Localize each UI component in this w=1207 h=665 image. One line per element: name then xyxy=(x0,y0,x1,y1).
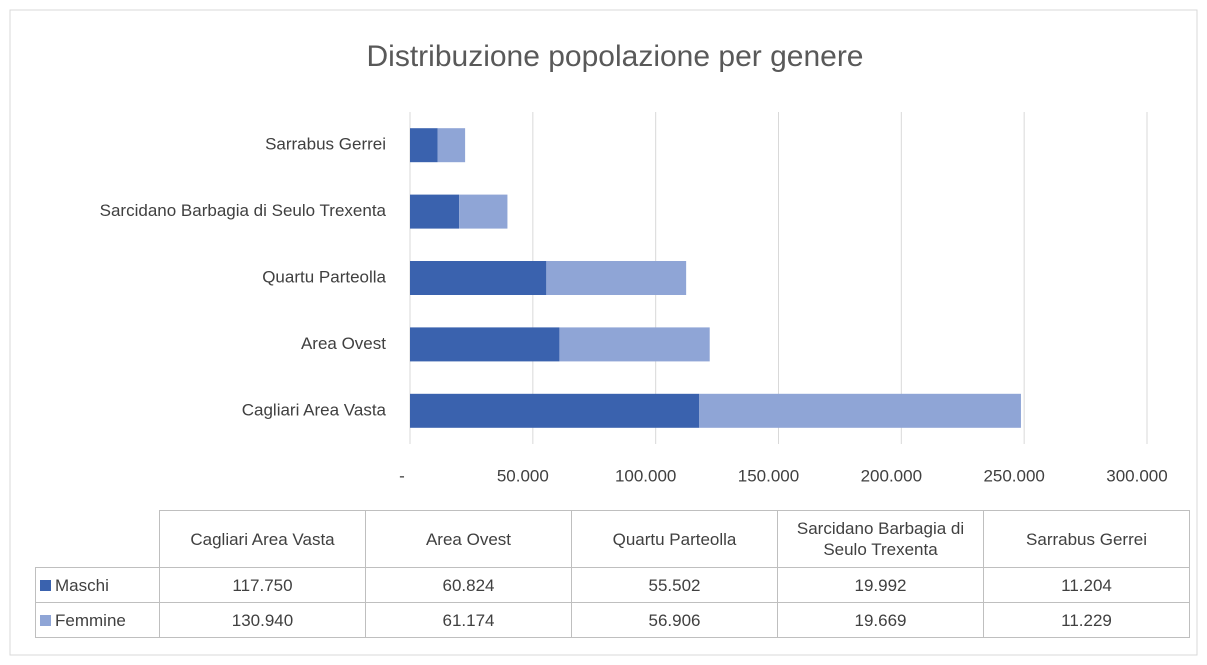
table-header: Quartu Parteolla xyxy=(571,510,778,568)
x-tick-label: 100.000 xyxy=(615,466,676,485)
y-tick-label: Area Ovest xyxy=(301,334,386,353)
bar-segment xyxy=(459,194,508,229)
table-header: Cagliari Area Vasta xyxy=(159,510,366,568)
table-header: Sarrabus Gerrei xyxy=(983,510,1190,568)
table-cell: 19.992 xyxy=(777,567,984,603)
y-tick-label: Sarcidano Barbagia di Seulo Trexenta xyxy=(100,201,387,220)
table-row-header: Femmine xyxy=(35,602,160,638)
bar-segment xyxy=(410,327,560,362)
bar-segment xyxy=(410,393,700,428)
table-cell: 55.502 xyxy=(571,567,778,603)
x-tick-label: - xyxy=(399,466,405,485)
bar-segment xyxy=(699,393,1021,428)
data-table: Cagliari Area Vasta Area Ovest Quartu Part… xyxy=(35,510,1190,638)
legend-swatch xyxy=(40,579,51,591)
x-tick-label: 250.000 xyxy=(983,466,1044,485)
y-tick-label: Sarrabus Gerrei xyxy=(265,135,386,154)
chart-title: Distribuzione popolazione per genere xyxy=(367,40,864,73)
table-row: Femmine 130.940 61.174 56.906 19.669 11.229 xyxy=(35,602,1190,638)
x-tick-label: 200.000 xyxy=(861,466,922,485)
legend-label: Maschi xyxy=(55,575,109,595)
x-tick-label: 50.000 xyxy=(497,466,549,485)
table-cell: 11.204 xyxy=(983,567,1190,603)
bar-segment xyxy=(437,128,466,163)
table-corner xyxy=(35,510,160,568)
table-header: Area Ovest xyxy=(365,510,572,568)
table-cell: 117.750 xyxy=(159,567,366,603)
table-row-header: Maschi xyxy=(35,567,160,603)
bar-segment xyxy=(546,261,687,295)
legend-swatch xyxy=(40,614,51,626)
table-header: Sarcidano Barbagia di Seulo Trexenta xyxy=(777,510,984,568)
bar-segment xyxy=(410,128,438,163)
y-tick-label: Cagliari Area Vasta xyxy=(242,400,387,419)
x-tick-label: 300.000 xyxy=(1106,466,1167,485)
bar-segment xyxy=(559,327,710,362)
table-header-row: Cagliari Area Vasta Area Ovest Quartu Part… xyxy=(35,510,1190,568)
table-cell: 56.906 xyxy=(571,602,778,638)
table-cell: 19.669 xyxy=(777,602,984,638)
table-cell: 60.824 xyxy=(365,567,572,603)
x-tick-label: 150.000 xyxy=(738,466,799,485)
table-row: Maschi 117.750 60.824 55.502 19.992 11.204 xyxy=(35,567,1190,603)
y-tick-label: Quartu Parteolla xyxy=(262,267,386,286)
legend-label: Femmine xyxy=(55,610,126,630)
bar-segment xyxy=(410,261,547,295)
bar-segment xyxy=(410,194,460,229)
table-cell: 61.174 xyxy=(365,602,572,638)
table-cell: 130.940 xyxy=(159,602,366,638)
table-cell: 11.229 xyxy=(983,602,1190,638)
